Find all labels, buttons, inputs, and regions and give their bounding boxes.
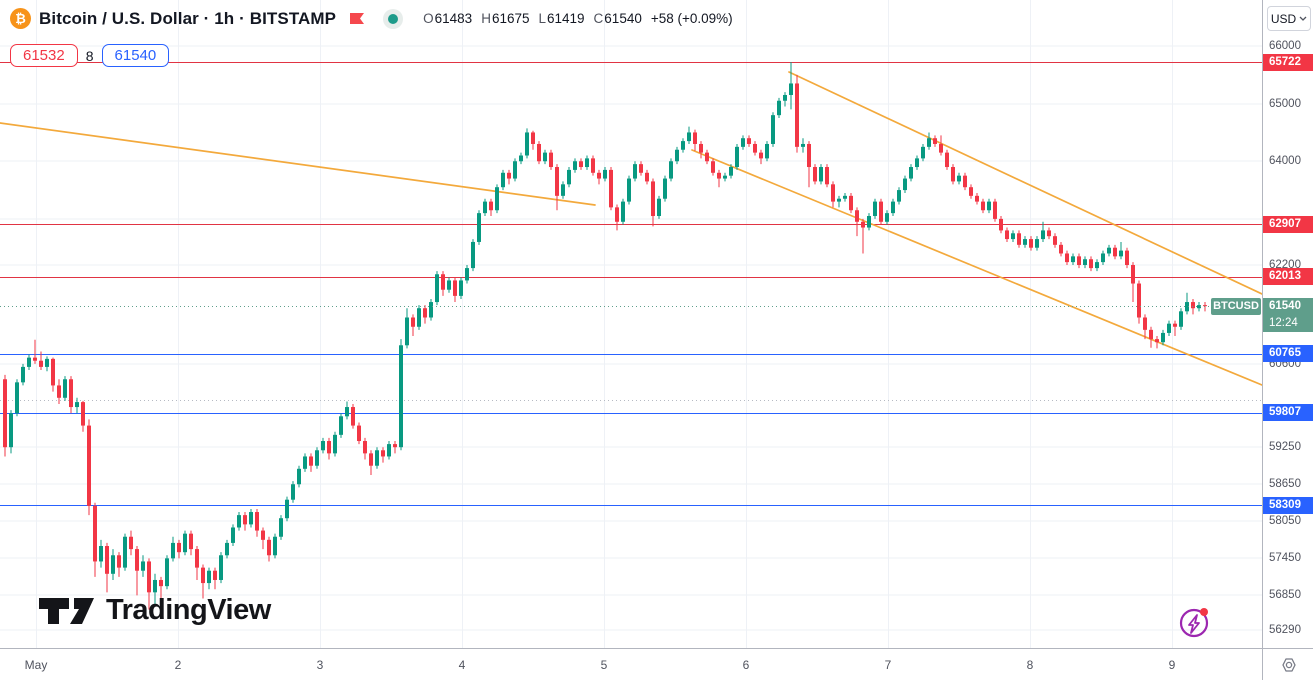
lightning-icon[interactable] <box>1176 603 1214 641</box>
buy-button[interactable]: 61540 <box>101 44 170 67</box>
price-tick-label: 58050 <box>1269 515 1301 528</box>
tradingview-logo-icon <box>39 597 94 624</box>
price-tick-label: 57450 <box>1269 552 1301 565</box>
axis-corner <box>1262 648 1313 680</box>
settings-gear-icon[interactable] <box>1280 656 1298 674</box>
chart-area[interactable]: ₿ Bitcoin / U.S. Dollar · 1h · BITSTAMP … <box>0 0 1262 648</box>
trendlines <box>0 71 1262 386</box>
time-axis-label: May <box>24 658 48 672</box>
channel-lower <box>691 149 1262 386</box>
market-status-icon[interactable] <box>383 8 404 29</box>
tradingview-logo[interactable]: TradingView <box>38 594 271 627</box>
low-value: 61419 <box>547 11 585 26</box>
symbol-header: ₿ Bitcoin / U.S. Dollar · 1h · BITSTAMP … <box>10 8 733 29</box>
price-level-badge: 58309 <box>1263 496 1313 514</box>
time-axis-label: 5 <box>600 658 608 672</box>
time-axis-label: 2 <box>174 658 182 672</box>
sell-button[interactable]: 61532 <box>10 44 78 67</box>
candlestick-series <box>3 62 1207 610</box>
high-value: 61675 <box>491 11 530 26</box>
price-tick-label: 65000 <box>1269 97 1301 110</box>
price-axis[interactable]: USD 66000 65000 64000 62200 60600 59250 58650 5… <box>1262 0 1313 648</box>
chart-canvas[interactable] <box>0 0 1262 648</box>
ohlc-values: O61483 H61675 L61419 C61540 +58 (+0.09%) <box>423 11 733 26</box>
price-tick-label: 62200 <box>1269 259 1301 271</box>
price-tick-label: 56850 <box>1269 589 1301 602</box>
time-axis-label: 4 <box>458 658 466 672</box>
notification-dot <box>1200 608 1208 616</box>
horizontal-level-lines <box>0 62 1262 506</box>
last-price-value: 61540 <box>1269 299 1301 312</box>
time-axis[interactable]: May 2 3 4 5 6 7 8 9 <box>0 648 1262 680</box>
price-line-symbol-label: BTCUSD <box>1211 298 1261 315</box>
price-tick-label: 66000 <box>1269 40 1301 52</box>
spread-value: 8 <box>85 47 94 64</box>
bid-ask-row: 61532 8 61540 <box>10 44 170 67</box>
bar-countdown: 12:24 <box>1269 316 1298 329</box>
time-axis-label: 6 <box>742 658 750 672</box>
price-tick-label: 56290 <box>1269 624 1301 636</box>
bitcoin-icon: ₿ <box>10 8 31 29</box>
descending-trendline <box>0 122 596 206</box>
price-level-badge: 60765 <box>1263 345 1313 363</box>
price-level-badge: 62013 <box>1263 268 1313 286</box>
price-level-badge: 65722 <box>1263 53 1313 71</box>
price-tick-label: 58650 <box>1269 478 1301 491</box>
time-axis-label: 3 <box>316 658 324 672</box>
price-level-badge: 62907 <box>1263 215 1313 233</box>
time-axis-label: 7 <box>884 658 892 672</box>
last-price-badge: 61540 12:24 <box>1263 297 1313 332</box>
time-axis-label: 9 <box>1168 658 1176 672</box>
change-value: +58 (+0.09%) <box>650 11 733 26</box>
open-value: 61483 <box>434 11 473 26</box>
tradingview-logo-text: TradingView <box>106 594 271 626</box>
price-level-badge: 59807 <box>1263 404 1313 422</box>
price-tick-label: 64000 <box>1269 155 1301 168</box>
grid <box>0 0 1262 648</box>
symbol-title[interactable]: Bitcoin / U.S. Dollar · 1h · BITSTAMP <box>39 8 337 28</box>
time-axis-label: 8 <box>1026 658 1034 672</box>
currency-toggle-button[interactable]: USD <box>1267 6 1311 31</box>
close-value: 61540 <box>604 11 642 26</box>
price-tick-label: 59250 <box>1269 441 1301 454</box>
flag-icon[interactable] <box>350 13 365 24</box>
channel-upper <box>788 71 1262 295</box>
chevron-down-icon <box>1299 16 1307 21</box>
